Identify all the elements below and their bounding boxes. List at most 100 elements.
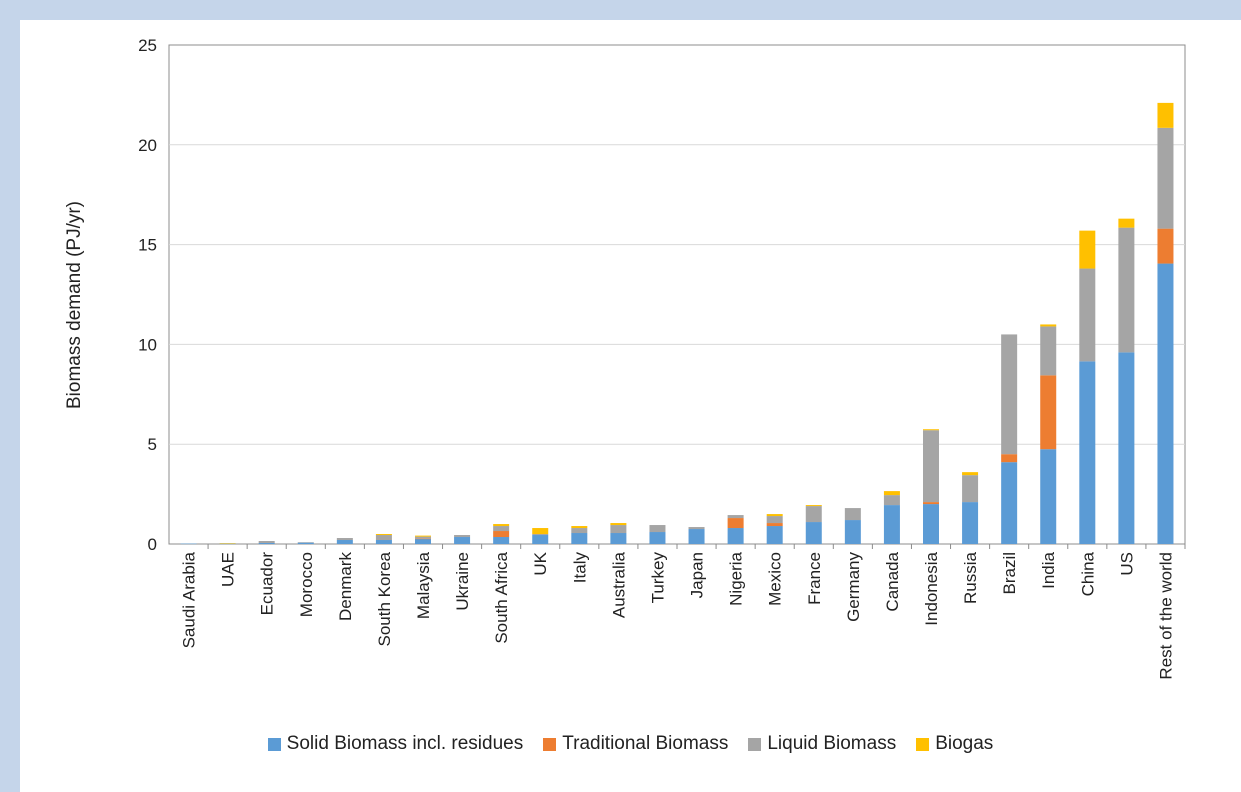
- bar-segment: [844, 508, 861, 521]
- bar-segment: [258, 543, 275, 544]
- bar-segment: [962, 502, 979, 544]
- bar-segment: [297, 542, 314, 544]
- legend-swatch: [543, 737, 557, 751]
- x-category-label: Saudi Arabia: [180, 551, 199, 648]
- bar-segment: [375, 534, 392, 536]
- bar-segment: [375, 535, 392, 541]
- bar-segment: [1040, 324, 1057, 327]
- legend-item: Traditional Biomass: [543, 733, 728, 755]
- bar-segment: [1118, 218, 1135, 228]
- bar-segment: [1118, 352, 1135, 544]
- x-category-label: Nigeria: [727, 551, 746, 605]
- bar-segment: [766, 526, 783, 544]
- bar-segment: [727, 515, 744, 519]
- legend-label: Biogas: [935, 733, 994, 754]
- bar-segment: [571, 533, 588, 544]
- bar-segment: [1040, 375, 1057, 450]
- x-category-label: Indonesia: [922, 551, 941, 625]
- bar-segment: [336, 540, 353, 544]
- x-category-label: Brazil: [1000, 552, 1019, 595]
- x-category-label: Ukraine: [453, 552, 472, 611]
- x-category-label: South Korea: [375, 551, 394, 646]
- bar-segment: [1001, 462, 1018, 544]
- x-category-label: Italy: [570, 552, 589, 584]
- bar-segment: [805, 505, 822, 507]
- axis-layer: 0 5 10 15 20 25 Saudi Arabia UAE Ecuador Morocco D…: [138, 36, 1186, 680]
- bar-segment: [610, 533, 627, 544]
- bar-segment: [923, 429, 939, 431]
- bar-segment: [1001, 334, 1018, 455]
- x-category-label: Australia: [609, 551, 628, 618]
- bar-segment: [1001, 454, 1018, 463]
- bar-segment: [962, 475, 979, 503]
- bar-segment: [883, 491, 900, 496]
- bar-segment: [532, 528, 549, 535]
- bar-segment: [258, 541, 275, 544]
- bar-segment: [923, 430, 939, 503]
- x-category-label: Morocco: [297, 552, 316, 617]
- bar-segment: [883, 495, 900, 506]
- legend-label: Liquid Biomass: [767, 733, 897, 754]
- bar-segment: [805, 506, 822, 523]
- bar-segment: [649, 532, 666, 544]
- legend-label: Traditional Biomass: [562, 733, 729, 754]
- bar-segment: [336, 538, 353, 541]
- bar-segment: [180, 543, 197, 545]
- bar-segment: [493, 524, 510, 527]
- bar-segment: [454, 537, 471, 544]
- x-category-label: UK: [531, 551, 550, 575]
- bar-segment: [532, 535, 549, 544]
- legend-swatch: [748, 737, 762, 751]
- bar-segment: [844, 520, 861, 544]
- y-tick-label: 0: [148, 535, 157, 554]
- bar-segment: [1157, 228, 1174, 264]
- bar-segment: [493, 526, 510, 532]
- bar-segment: [1079, 230, 1096, 269]
- bar-segment: [923, 504, 939, 544]
- x-category-label: Malaysia: [414, 551, 433, 619]
- legend-item: Solid Biomass incl. residues: [267, 733, 524, 755]
- plot-area-border: [168, 44, 1186, 545]
- x-category-label: France: [805, 552, 824, 605]
- bar-segment: [1040, 326, 1057, 376]
- legend-item: Biogas: [916, 733, 993, 755]
- bar-segment: [493, 537, 510, 544]
- bar-segment: [766, 514, 783, 517]
- bar-segment: [688, 529, 705, 544]
- bar-segment: [805, 522, 822, 544]
- bar-segment: [571, 528, 588, 534]
- bar-segment: [883, 505, 900, 544]
- bar-segment: [610, 525, 627, 534]
- x-category-label: US: [1117, 552, 1136, 576]
- bar-segment: [493, 531, 510, 538]
- y-axis-title: Biomass demand (PJ/yr): [64, 201, 85, 409]
- chart-frame: 0 5 10 15 20 25 Saudi Arabia UAE Ecuador Morocco D…: [20, 20, 1241, 792]
- x-category-label: Germany: [844, 552, 863, 622]
- x-category-label: Rest of the world: [1156, 552, 1175, 680]
- x-category-label: South Africa: [492, 551, 511, 643]
- bar-segment: [571, 526, 588, 529]
- legend-swatch: [916, 737, 930, 751]
- bar-segment: [219, 543, 236, 545]
- bar-segment: [415, 538, 431, 540]
- legend-swatch: [267, 737, 281, 751]
- grid-layer: [168, 44, 1186, 545]
- bar-segment: [1157, 263, 1174, 544]
- bar-segment: [415, 535, 431, 537]
- x-category-label: Canada: [883, 551, 902, 611]
- bar-layer: [180, 102, 1174, 545]
- x-category-label: China: [1078, 551, 1097, 596]
- x-category-label: Ecuador: [258, 552, 277, 616]
- x-category-label: Turkey: [648, 552, 667, 604]
- x-category-label: Mexico: [766, 552, 785, 606]
- bar-segment: [532, 534, 549, 536]
- bar-segment: [219, 543, 236, 544]
- bar-segment: [415, 539, 431, 544]
- y-tick-label: 25: [138, 36, 157, 55]
- bar-segment: [688, 527, 705, 530]
- legend-label: Solid Biomass incl. residues: [286, 733, 524, 754]
- bar-segment: [1040, 449, 1057, 544]
- legend-item: Liquid Biomass: [748, 733, 896, 755]
- bar-segment: [1157, 127, 1174, 229]
- x-category-label: Denmark: [336, 552, 355, 621]
